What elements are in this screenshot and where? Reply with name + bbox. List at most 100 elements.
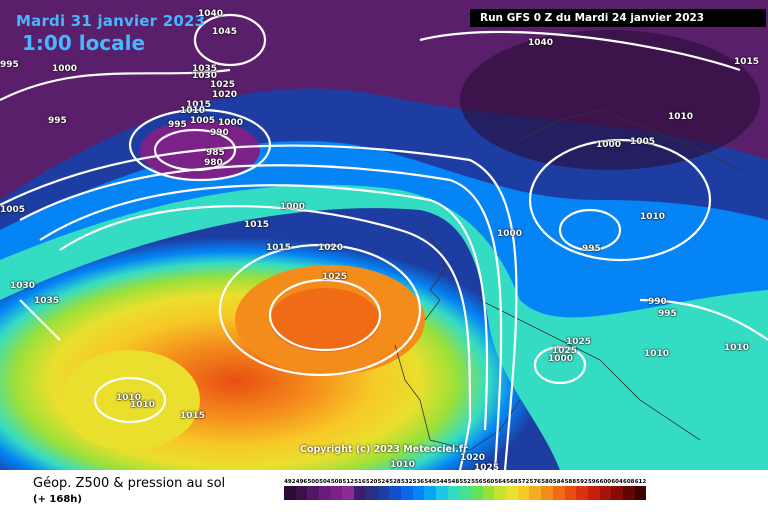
scale-cell: 560 [482,478,495,500]
scale-cell: 604 [611,478,623,500]
scale-swatch [634,486,647,500]
z500-warm-center [270,288,380,352]
scale-swatch [459,486,471,500]
scale-cell: 556 [471,478,483,500]
scale-swatch [435,486,448,500]
pressure-label: 995 [48,116,67,126]
scale-tick-label: 508 [330,479,343,485]
pressure-label: 1035 [34,296,60,306]
scale-tick-label: 588 [564,479,577,485]
scale-tick-label: 580 [541,479,553,485]
scale-swatch [284,486,296,500]
pressure-label: 1005 [190,116,216,126]
scale-cell: 548 [447,478,460,500]
forecast-date: Mardi 31 janvier 2023 [16,12,206,30]
isobar-low-985 [153,128,237,172]
isobar-1025 [39,184,489,431]
scale-swatch [611,486,623,500]
isobar-1040 [268,278,382,352]
scale-swatch [377,486,390,500]
scale-tick-label: 564 [494,479,506,485]
coast-uk [409,214,446,321]
scale-swatch [576,486,588,500]
isobar-1020 [19,164,503,470]
pressure-label: 1015 [734,57,760,67]
scale-cell: 612 [634,478,647,500]
scale-swatch [447,486,460,500]
scale-cell: 580 [541,478,553,500]
pressure-label: 1000 [280,202,306,212]
isobar-north-995 [419,30,741,72]
scale-swatch [587,486,600,500]
pressure-label: 1025 [552,346,578,356]
isobar-north-1000 [0,68,231,101]
scale-tick-label: 532 [400,479,413,485]
pressure-label: 1010 [116,393,142,403]
scale-cell: 520 [365,478,378,500]
scale-cell: 540 [424,478,436,500]
scale-cell: 596 [587,478,600,500]
pressure-label: 1015 [266,243,292,253]
scale-cell: 572 [517,478,530,500]
scale-swatch [400,486,413,500]
pressure-label: 1025 [210,80,236,90]
isobar-1030 [59,205,472,470]
scale-cell: 516 [354,478,366,500]
scale-tick-label: 552 [459,479,471,485]
z500-cold-low [460,30,760,170]
pressure-label: 1015 [180,411,206,421]
pressure-label: 995 [582,244,601,254]
pressure-label: 1030 [192,71,218,81]
scale-swatch [412,486,425,500]
pressure-label: 1010 [180,106,206,116]
pressure-label: 1010 [644,349,670,359]
scale-tick-label: 600 [599,479,612,485]
scale-swatch [424,486,436,500]
pressure-label: 1020 [460,453,486,463]
pressure-label: 995 [168,120,187,130]
scale-cell: 508 [330,478,343,500]
scale-tick-label: 536 [412,479,425,485]
scale-swatch [494,486,507,500]
scale-swatch [471,486,483,500]
scale-tick-label: 576 [529,479,542,485]
pressure-label: 1025 [474,463,500,470]
scale-cell: 496 [295,478,308,500]
scale-tick-label: 544 [436,479,448,485]
z500-warm-blob [60,350,200,450]
pressure-label: 1010 [668,112,694,122]
pressure-label: 1010 [390,460,416,470]
scale-tick-label: 492 [284,479,296,485]
isobar-west [19,299,61,341]
legend-bar: Géop. Z500 & pression au sol (+ 168h) 49… [0,470,768,512]
scale-tick-label: 612 [634,479,647,485]
scale-swatch [330,486,343,500]
scale-tick-label: 584 [552,479,565,485]
isobar-low-med [533,345,587,385]
scale-tick-label: 516 [354,479,366,485]
isobar-1015 [0,144,518,470]
scale-cell: 592 [576,478,588,500]
scale-tick-label: 572 [517,479,530,485]
pressure-label: 1000 [596,140,622,150]
pressure-label: 990 [210,128,229,138]
scale-tick-label: 556 [471,479,483,485]
isobars [0,13,768,470]
legend-title: Géop. Z500 & pression au sol [33,476,226,491]
forecast-map: Mardi 31 janvier 2023 1:00 locale Run GF… [0,0,768,470]
forecast-time: 1:00 locale [22,31,146,55]
pressure-label: 1015 [244,220,270,230]
pressure-label: 1040 [198,9,224,19]
scale-swatch [482,486,495,500]
scale-cell: 500 [307,478,320,500]
scale-swatch [564,486,577,500]
scale-cell: 552 [459,478,471,500]
scale-cell: 532 [400,478,413,500]
scale-swatch [599,486,612,500]
pressure-label: 995 [0,60,19,70]
pressure-label: 1030 [10,281,36,291]
pressure-label: 980 [204,158,223,168]
scale-cell: 536 [412,478,425,500]
coast-europe [479,299,701,441]
